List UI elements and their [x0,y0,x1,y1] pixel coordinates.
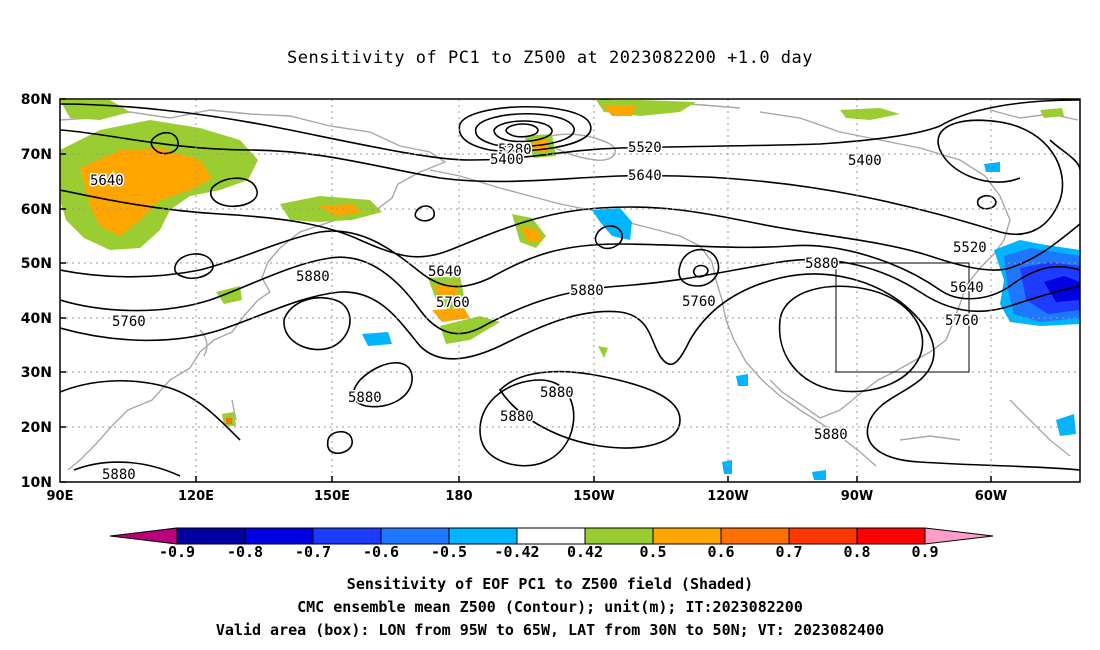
contour-label: 5760 [112,314,146,330]
shade-orange [226,418,232,424]
shade-orange [434,284,458,300]
sensitivity-shading [60,100,1080,480]
lon-label: 60W [975,489,1007,504]
lon-label: 150E [314,489,350,504]
contour-label: 5880 [540,385,574,401]
shade-orange [604,106,636,116]
contour-label: 5520 [953,240,987,256]
footer-line-2: CMC ensemble mean Z500 (Contour); unit(m… [297,598,803,616]
z500-contours [60,99,1080,477]
graticule [60,99,1080,482]
lon-label: 120W [707,489,748,504]
contour-label: 5400 [490,152,524,168]
colorbar-label: -0.6 [363,543,399,561]
contour-label: 5760 [945,313,979,329]
colorbar-label: -0.9 [159,543,195,561]
lon-label: 150W [573,489,614,504]
contour-label: 5280 [498,142,532,158]
shade-orange [318,204,362,216]
shade-green [840,108,900,120]
shade-cyan [362,332,392,346]
shade-orange [520,226,542,242]
lat-labels: 80N 70N 60N 50N 40N 30N 20N 10N [21,92,52,491]
valid-area-box [835,262,970,373]
shade-green [1040,108,1064,118]
shade-green [440,316,500,344]
shade-cyan [736,374,748,386]
colorbar-label: 0.6 [707,543,734,561]
colorbar-cell [856,527,926,545]
lon-labels: 90E 120E 150E 180 150W 120W 90W 60W [47,489,1008,504]
shade-cyan [812,470,826,480]
shade-cyan [984,162,1000,172]
contour-label: 5760 [436,295,470,311]
colorbar-label: 0.9 [911,543,938,561]
colorbar-cell [584,527,654,545]
colorbar-label: 0.7 [775,543,802,561]
contour-label: 5520 [628,140,662,156]
lat-label: 80N [21,92,52,108]
map-frame [59,98,1081,483]
lon-label: 90W [841,489,873,504]
coastlines [60,99,1079,471]
lon-label: 90E [47,489,74,504]
lat-label: 20N [21,420,52,436]
colorbar-cell [176,527,246,545]
contour-label: 5880 [348,390,382,406]
contour-label: 5880 [296,269,330,285]
colorbar-arrow-high [924,527,994,545]
contour-label: 5880 [570,283,604,299]
colorbar-cell [380,527,450,545]
contour-label: 5400 [848,153,882,169]
lon-label: 180 [445,489,472,504]
contour-label: 5880 [805,256,839,272]
colorbar-label: -0.7 [295,543,331,561]
colorbar-label: -0.42 [494,543,539,561]
colorbar-arrow-low [109,527,178,545]
contour-label: 5640 [950,280,984,296]
lat-label: 60N [21,202,52,218]
colorbar-label: 0.42 [567,543,603,561]
colorbar-cell [652,527,722,545]
contour-labels: 5280 5400 5520 5640 5400 5640 5520 5880 … [89,139,989,485]
lat-label: 10N [21,475,52,491]
colorbar-cell [244,527,314,545]
colorbar-label: -0.5 [431,543,467,561]
colorbar-label: 0.8 [843,543,870,561]
colorbar-cells [109,527,994,545]
colorbar-cell [720,527,790,545]
shade-navy [1044,276,1080,302]
chart-title: Sensitivity of PC1 to Z500 at 2023082200… [286,48,813,68]
shade-green [598,346,608,358]
shade-cyan [1056,414,1076,436]
colorbar-label: -0.8 [227,543,263,561]
footer-line-1: Sensitivity of EOF PC1 to Z500 field (Sh… [346,575,754,593]
footer-line-3: Valid area (box): LON from 95W to 65W, L… [215,621,885,639]
shade-cyan [722,460,732,474]
lat-label: 50N [21,256,52,272]
lon-label: 120E [178,489,214,504]
colorbar-cell [312,527,382,545]
map-panel: 5280 5400 5520 5640 5400 5640 5520 5880 … [21,92,1081,504]
contour-label: 5880 [500,409,534,425]
lat-label: 70N [21,147,52,163]
colorbar-labels: -0.9 -0.8 -0.7 -0.6 -0.5 -0.42 0.42 0.5 … [159,543,939,561]
colorbar-label: 0.5 [639,543,666,561]
shade-orange [432,308,470,322]
contour-label: 5760 [682,294,716,310]
contour-label: 5640 [90,173,124,189]
lat-label: 30N [21,365,52,381]
contour-label: 5880 [102,467,136,483]
colorbar-cell [448,527,518,545]
colorbar-cell [788,527,858,545]
contour-label: 5880 [814,427,848,443]
axis-ticks [60,98,992,483]
lat-label: 40N [21,311,52,327]
colorbar: -0.9 -0.8 -0.7 -0.6 -0.5 -0.42 0.42 0.5 … [109,527,994,561]
contour-label: 5640 [428,264,462,280]
shade-orange [80,148,212,236]
contour-label: 5640 [628,168,662,184]
colorbar-cell [516,527,586,545]
